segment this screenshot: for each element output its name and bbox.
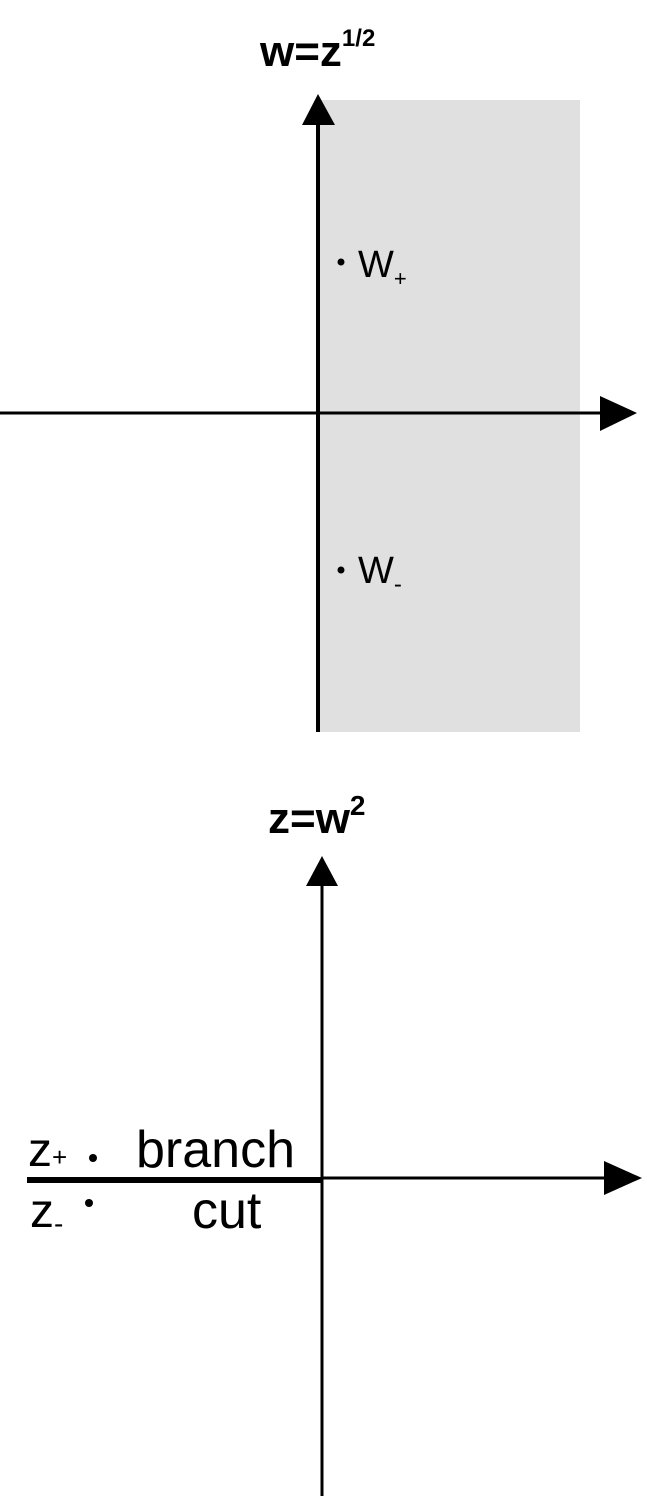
- z-plane-title-exponent: 2: [350, 790, 366, 821]
- w-imag-axis-arrowhead: [302, 94, 335, 125]
- z-minus-label: z-: [30, 1185, 63, 1239]
- z-plane-panel: z=w2 branch cut z+ z-: [27, 790, 642, 1496]
- w-plus-label: W+: [358, 244, 407, 291]
- w-minus-label: W-: [358, 550, 402, 598]
- branch-cut-label-line1: branch: [136, 1121, 295, 1179]
- w-minus-letter: W: [358, 550, 394, 592]
- z-real-axis-arrowhead: [604, 1161, 642, 1195]
- w-minus-sub: -: [394, 571, 402, 598]
- w-plane-title: w=z1/2: [259, 25, 375, 76]
- w-real-axis-arrowhead: [600, 396, 637, 431]
- w-plus-letter: W: [358, 244, 394, 286]
- z-minus-dot: [85, 1199, 93, 1207]
- w-minus-dot: [337, 566, 345, 574]
- z-plus-label: z+: [28, 1124, 67, 1177]
- z-plus-sub: +: [52, 1142, 67, 1172]
- z-plus-dot: [89, 1154, 97, 1162]
- z-imag-axis-arrowhead: [306, 856, 338, 886]
- w-plus-dot: [337, 258, 345, 266]
- z-minus-sub: -: [54, 1208, 63, 1239]
- branch-cut-label-line2: cut: [192, 1182, 262, 1240]
- w-plane-panel: w=z1/2 W+ W-: [0, 25, 637, 732]
- w-plus-sub: +: [394, 266, 407, 291]
- shaded-right-half-plane: [318, 100, 580, 732]
- z-plane-title: z=w2: [268, 790, 366, 843]
- z-minus-letter: z: [30, 1185, 54, 1238]
- z-plane-title-base: z=w: [268, 794, 351, 843]
- w-plane-title-base: w=z: [259, 27, 342, 76]
- w-plane-title-exponent: 1/2: [342, 25, 375, 52]
- z-plus-letter: z: [28, 1124, 52, 1177]
